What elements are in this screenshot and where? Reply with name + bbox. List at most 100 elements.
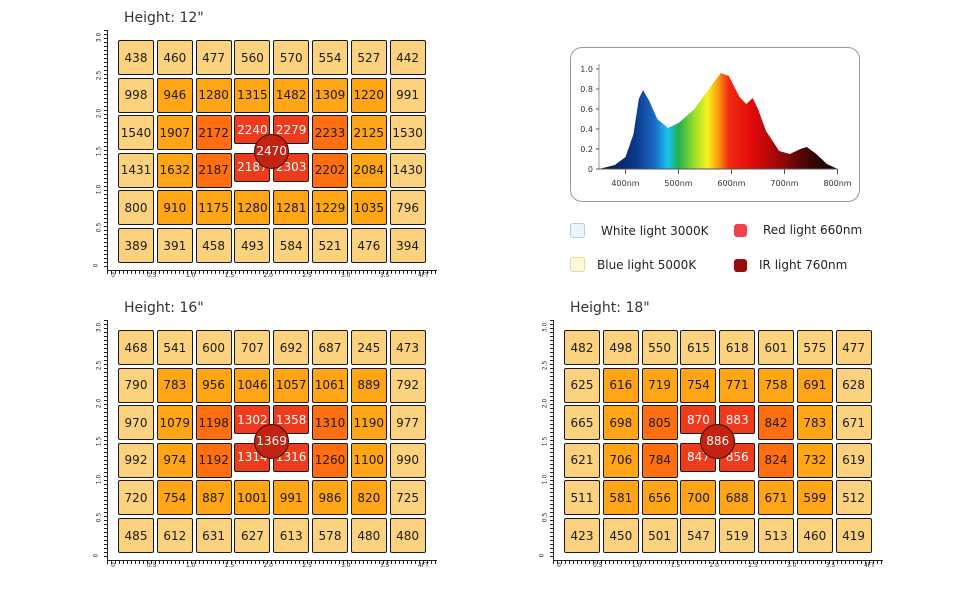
grid-cell: 1482 [273, 77, 310, 113]
grid-cell: 477 [835, 330, 872, 365]
x-axis-ticks [107, 271, 437, 274]
grid-cell: 706 [602, 442, 639, 478]
y-tick-label: 3.0 [95, 322, 103, 333]
grid-cell: 2187 [195, 152, 232, 188]
x-tick-label: 1.5 [224, 272, 235, 279]
y-tick-label: 1.0 [580, 65, 593, 74]
grid-cell: 970 [118, 405, 154, 441]
y-tick-label: 0.5 [541, 512, 549, 523]
x-tick-label: 3.5 [379, 562, 390, 569]
grid-cell: 1281 [273, 190, 310, 226]
grid-cell: 1430 [389, 152, 426, 188]
grid-cell: 1175 [195, 190, 232, 226]
x-tick-label: 3.0 [787, 562, 797, 569]
grid-cell: 700 [680, 480, 717, 516]
x-tick-label: 2.5 [302, 272, 312, 279]
x-tick-label: 4FT [863, 562, 875, 569]
grid-cell: 460 [796, 518, 833, 553]
grid-cell: 498 [602, 330, 639, 365]
grid-cell: 665 [564, 405, 600, 441]
grid-cell: 754 [680, 367, 717, 403]
grid-cell: 521 [312, 228, 348, 263]
grid-cell: 575 [796, 330, 833, 365]
grid-cell: 974 [156, 442, 193, 478]
legend-white: White light 3000K [570, 223, 709, 238]
grid-cell: 986 [312, 480, 348, 516]
grid-cell: 616 [602, 367, 639, 403]
grid-cell: 990 [389, 442, 426, 478]
grid-cell: 547 [680, 518, 717, 553]
grid-cell: 692 [273, 330, 310, 365]
chart-title: Height: 16" [124, 300, 204, 316]
grid-cell: 671 [758, 480, 794, 516]
grid-cell: 482 [564, 330, 600, 365]
y-tick-label: 0 [588, 165, 593, 174]
grid-cell: 1198 [195, 405, 232, 441]
x-tick-label: 0.5 [593, 562, 603, 569]
x-tick-label: 1.5 [224, 562, 235, 569]
x-tick-label: 0.5 [147, 272, 157, 279]
y-tick-label: 3.0 [541, 322, 549, 333]
grid-cell: 725 [389, 480, 426, 516]
y-tick-label: 0.5 [95, 512, 103, 523]
chart-title: Height: 18" [570, 300, 650, 316]
grid-cell: 612 [156, 518, 193, 553]
grid-cell: 977 [389, 405, 426, 441]
grid-cell: 450 [602, 518, 639, 553]
grid-cell: 2084 [350, 152, 387, 188]
x-tick-label: 1.0 [631, 562, 642, 569]
legend-swatch [570, 223, 585, 238]
legend-blue: Blue light 5000K [570, 257, 696, 272]
y-axis [107, 320, 108, 560]
y-tick-label: 0.2 [580, 145, 593, 154]
grid-cell: 1079 [156, 405, 193, 441]
x-tick-label: 4FT [417, 272, 429, 279]
y-tick-label: 1.0 [95, 474, 103, 485]
legend-label: Red light 660nm [763, 223, 863, 237]
center-value: 2470 [254, 133, 290, 169]
grid-cell: 992 [118, 442, 154, 478]
y-tick-label: 0.8 [580, 85, 593, 94]
grid-cell: 438 [118, 40, 154, 75]
grid-cell: 754 [156, 480, 193, 516]
y-tick-label: 3.0 [95, 32, 103, 43]
legend-ir: IR light 760nm [734, 258, 847, 272]
grid-cell: 513 [758, 518, 794, 553]
grid-cell: 687 [312, 330, 348, 365]
grid-cell: 1260 [312, 442, 348, 478]
x-axis [107, 270, 437, 271]
grid-cell: 870 [680, 405, 717, 435]
grid-cell: 956 [195, 367, 232, 403]
y-tick-label: 1.5 [541, 436, 549, 447]
grid-cell: 627 [234, 518, 271, 553]
x-axis-ticks [553, 561, 883, 564]
grid-cell: 2233 [312, 115, 348, 151]
grid-cell: 1035 [350, 190, 387, 226]
grid-cell: 800 [118, 190, 154, 226]
grid-cell: 621 [564, 442, 600, 478]
x-tick-label: 400nm [611, 179, 639, 188]
grid-cell: 758 [758, 367, 794, 403]
grid-cell: 423 [564, 518, 600, 553]
grid-cell: 792 [389, 367, 426, 403]
grid-cell: 619 [835, 442, 872, 478]
grid-cell: 887 [195, 480, 232, 516]
grid-cell: 391 [156, 228, 193, 263]
ppfd-map-16in: Height: 16" 0 0.5 1.0 1.5 2.0 2.5 3.0 3.5 4FT 0 0.5… [92, 300, 440, 575]
chart-title: Height: 12" [124, 10, 204, 26]
grid-cell: 584 [273, 228, 310, 263]
grid-cell: 1907 [156, 115, 193, 151]
grid-cell: 601 [758, 330, 794, 365]
grid-cell: 442 [389, 40, 426, 75]
grid-cell: 2202 [312, 152, 348, 188]
grid-cell: 1431 [118, 152, 154, 188]
center-value: 1369 [254, 423, 290, 459]
spectrum-curve [599, 73, 838, 169]
grid-cell: 889 [350, 367, 387, 403]
x-tick-label: 700nm [770, 179, 798, 188]
grid-cell: 615 [680, 330, 717, 365]
grid-cell: 910 [156, 190, 193, 226]
y-tick-label: 0.6 [580, 105, 593, 114]
grid-cell: 2240 [234, 115, 271, 145]
grid-cell: 625 [564, 367, 600, 403]
